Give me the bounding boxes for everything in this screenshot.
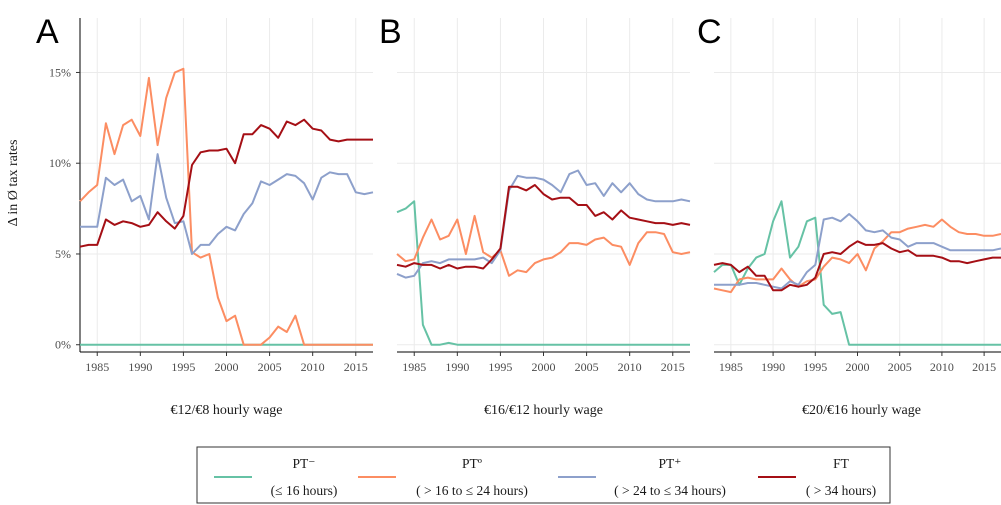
series-line-pt-o [79, 67, 373, 346]
x-tick-label: 2015 [344, 360, 368, 374]
x-tick-label: 2010 [930, 360, 954, 374]
y-tick-label: 15% [49, 65, 71, 79]
x-tick-label: 1985 [719, 360, 743, 374]
panel-c: 1985 1990 1995 2000 2005 2010 2015 C €20/€16 hou… [697, 13, 1001, 418]
legend-label: PT⁺ [659, 456, 682, 471]
x-tick-label: 2005 [888, 360, 912, 374]
y-tick-label: 0% [55, 338, 71, 352]
x-tick-label: 1990 [445, 360, 469, 374]
series-line-pt-o [396, 214, 691, 277]
panel-b: 1985 1990 1995 2000 2005 2010 2015 B €16/€12 hou… [379, 13, 691, 418]
series-line-pt-plus [80, 153, 374, 255]
panel-letter: B [379, 13, 402, 51]
x-tick-label: 1985 [402, 360, 426, 374]
series-line-pt-plus [714, 213, 1001, 290]
x-tick-label: 2000 [215, 360, 239, 374]
legend-sublabel: ( > 16 to ≤ 24 hours) [416, 483, 528, 498]
panel-letter: A [36, 13, 59, 51]
series-line-pt-minus [713, 200, 1001, 346]
panel-letter: C [697, 13, 722, 51]
legend-label: FT [833, 456, 850, 471]
x-tick-label: 1995 [803, 360, 827, 374]
x-tick-label: 2015 [661, 360, 685, 374]
legend: PT⁻(≤ 16 hours)PTº( > 16 to ≤ 24 hours)P… [196, 446, 891, 504]
panel-a: 1985 1990 1995 2000 2005 2010 2015 A €12/€8 hour… [36, 13, 374, 418]
x-tick-label: 1985 [85, 360, 109, 374]
legend-label: PT⁻ [293, 456, 316, 471]
legend-item-pt-o: PTº ( > 16 to ≤ 24 hours) [358, 456, 528, 498]
series-line-ft [713, 240, 1001, 292]
series-line-pt-o [713, 218, 1001, 294]
series-line-pt-minus [396, 200, 690, 346]
legend-item-pt-plus: PT⁺ ( > 24 to ≤ 34 hours) [558, 456, 726, 498]
legend-item-ft: FT ( > 34 hours) [758, 456, 876, 498]
x-tick-label: 2005 [258, 360, 282, 374]
y-tick-label: 5% [55, 247, 71, 261]
x-axis-label: €12/€8 hourly wage [171, 403, 283, 418]
series-line-ft [79, 118, 373, 248]
x-tick-label: 2010 [618, 360, 642, 374]
x-tick-label: 1995 [171, 360, 195, 374]
panels: 1985 1990 1995 2000 2005 2010 2015 A €12/€8 hour… [36, 13, 1001, 418]
x-tick-label: 1990 [128, 360, 152, 374]
series-line-pt-plus [396, 169, 691, 279]
y-axis-label: Δ in Ø tax rates [6, 140, 21, 227]
series-line-ft [396, 184, 691, 270]
x-tick-label: 1990 [761, 360, 785, 374]
legend-box [196, 446, 891, 504]
x-axis-label: €20/€16 hourly wage [802, 403, 921, 418]
x-axis-label: €16/€12 hourly wage [484, 403, 603, 418]
legend-label: PTº [462, 456, 482, 471]
x-tick-label: 2015 [972, 360, 996, 374]
legend-sublabel: ( > 24 to ≤ 34 hours) [614, 483, 726, 498]
x-tick-label: 2000 [532, 360, 556, 374]
y-axis-ticks: 0% 5% 10% 15% [49, 65, 71, 351]
x-tick-label: 2005 [575, 360, 599, 374]
x-tick-label: 2000 [846, 360, 870, 374]
legend-item-pt-minus: PT⁻ (≤ 16 hours) [214, 456, 337, 498]
legend-sublabel: ( > 34 hours) [806, 483, 876, 498]
x-tick-label: 1995 [488, 360, 512, 374]
legend-sublabel: (≤ 16 hours) [271, 483, 338, 498]
y-tick-label: 10% [49, 156, 71, 170]
x-tick-label: 2010 [301, 360, 325, 374]
